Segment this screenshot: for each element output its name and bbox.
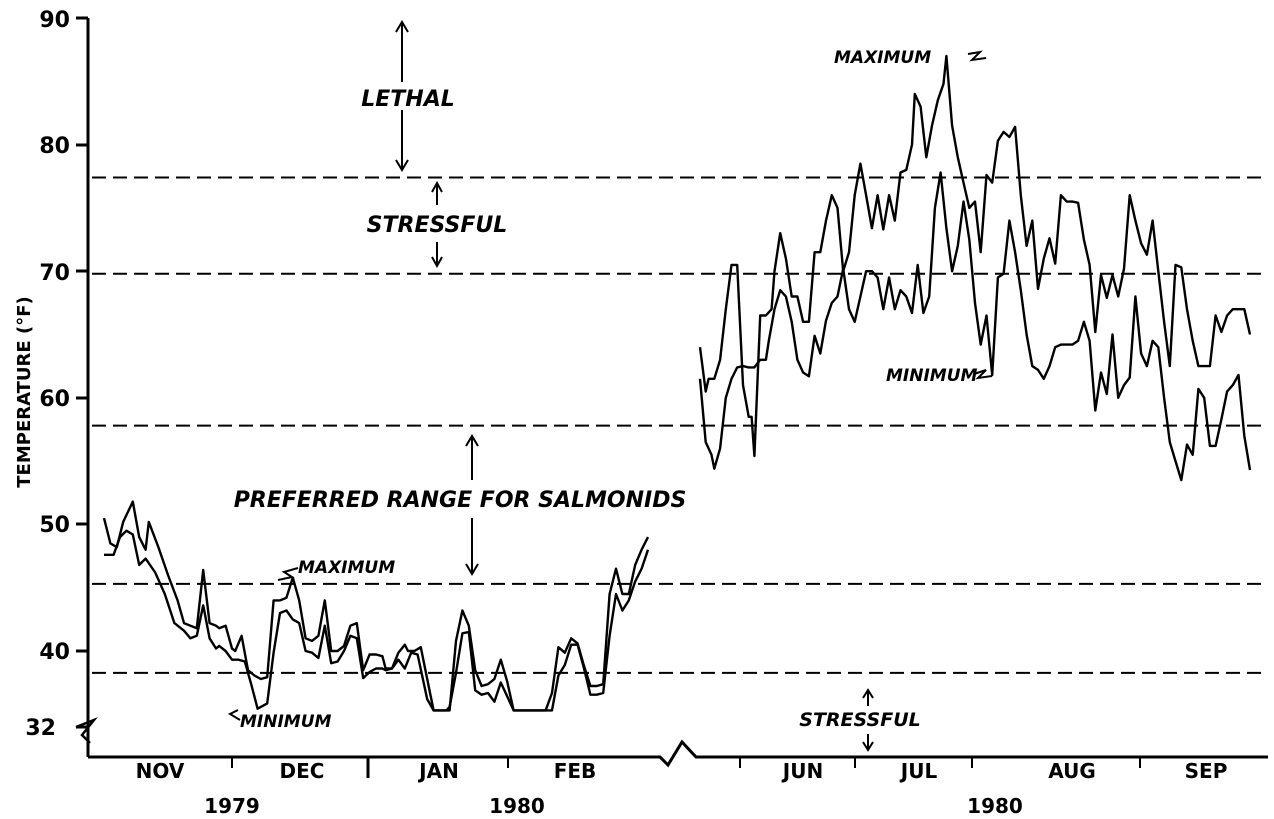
y-tick-label: 70 [39,261,70,286]
year-label: 1980 [967,794,1023,818]
month-label: JUL [899,759,938,783]
preferred-arrow-head [465,434,479,447]
y-tick-label: 60 [39,387,70,412]
month-label: SEP [1185,759,1228,783]
stressful-lower-label: STRESSFUL [799,709,920,731]
x-axis-line [88,739,1268,768]
y-tick-label: 40 [39,640,70,665]
year-label: 1979 [204,794,260,818]
preferred-range-label: PREFERRED RANGE FOR SALMONIDS [234,488,687,513]
maximum-leader [277,567,299,581]
lethal-arrow-head [395,159,409,172]
month-label: AUG [1048,759,1096,783]
stressful-arrow-head [431,256,443,269]
month-label: NOV [136,759,185,783]
series-line-maximum [102,500,650,712]
month-label: DEC [280,759,325,783]
maximum-winter-label: MAXIMUM [298,558,395,578]
y-axis-break [75,717,98,744]
minimum-summer-label: MINIMUM [886,366,978,386]
y-tick-label: 80 [39,134,70,159]
y-tick-label: 90 [39,8,70,33]
stressful-low-arrow-head [862,741,874,752]
x-ticks [231,757,1141,778]
annotations [227,20,993,752]
y-tick-label: 32 [25,716,56,741]
lethal-label: LETHAL [361,87,455,112]
series-line-maximum [698,54,1252,458]
month-label: JAN [417,759,459,783]
series-line-minimum [104,529,650,712]
y-tick-label: 50 [39,513,70,538]
minimum-summer-leader [973,369,993,380]
y-axis-label: TEMPERATURE (°F) [14,296,35,487]
month-label: JUN [781,759,823,783]
preferred-arrow-head [465,563,479,576]
minimum-leader [227,709,241,721]
stressful-low-arrow-head [862,688,874,699]
year-label: 1980 [489,794,545,818]
minimum-winter-label: MINIMUM [240,712,332,732]
maximum-summer-label: MAXIMUM [834,48,931,68]
stressful-upper-label: STRESSFUL [367,213,508,238]
series-line-minimum [698,171,1252,482]
threshold-lines [92,176,1266,674]
y-ticks: 90 80 70 60 50 40 32 [25,8,88,741]
month-label: FEB [554,759,597,783]
lethal-arrow-head [395,20,409,33]
stressful-arrow-head [431,180,443,193]
series-lines [102,54,1252,712]
maximum-summer-leader [967,50,987,62]
